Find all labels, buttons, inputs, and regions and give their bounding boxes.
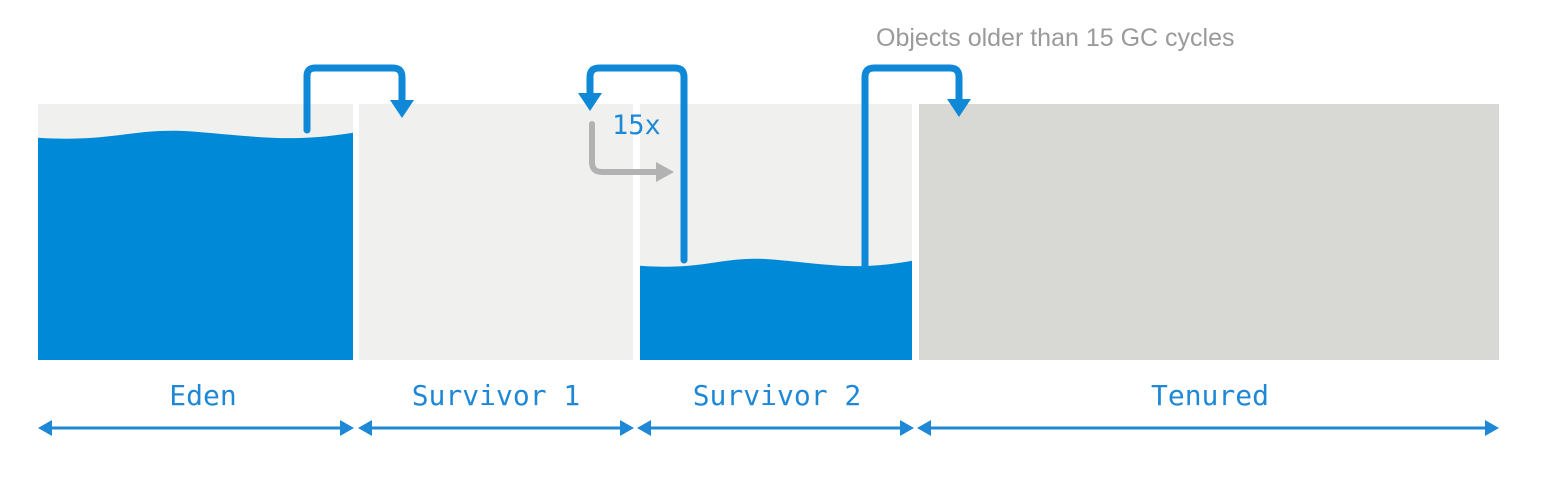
survivor-1-to-survivor-2-arrow — [589, 121, 663, 175]
tenured-span-arrowhead-left — [917, 420, 931, 436]
survivor-2-label: Survivor 2 — [693, 379, 862, 412]
survivor-1-span-arrowhead-right — [620, 420, 634, 436]
survivor-2-to-survivor-1-arrow — [586, 64, 688, 264]
eden-label: Eden — [169, 379, 236, 412]
tenured-region — [919, 104, 1499, 360]
survivor-1-region — [359, 104, 633, 360]
eden-to-survivor-1-arrowhead — [390, 100, 414, 118]
survivor-2-to-tenured-arrowhead — [947, 99, 971, 117]
promotion-note: Objects older than 15 GC cycles — [876, 24, 1235, 52]
eden-span-arrowhead-right — [340, 420, 354, 436]
survivor-1-span-arrowhead-left — [358, 420, 372, 436]
survivor-2-to-survivor-1-arrowhead — [578, 93, 602, 111]
survivor-2-fill — [640, 258, 912, 360]
eden-span-arrowhead-left — [38, 420, 52, 436]
survivor-2-span-arrowhead-left — [637, 420, 651, 436]
survivor-2-span-arrowhead-right — [900, 420, 914, 436]
eden-to-survivor-1-arrow — [303, 64, 406, 134]
cycle-count-label: 15x — [612, 110, 661, 141]
survivor-1-to-survivor-2-arrowhead — [656, 162, 674, 182]
tenured-label: Tenured — [1151, 379, 1269, 412]
tenured-span-arrowhead-right — [1485, 420, 1499, 436]
survivor-2-to-tenured-arrow — [861, 64, 963, 270]
survivor-1-label: Survivor 1 — [412, 379, 581, 412]
eden-fill — [38, 130, 353, 360]
